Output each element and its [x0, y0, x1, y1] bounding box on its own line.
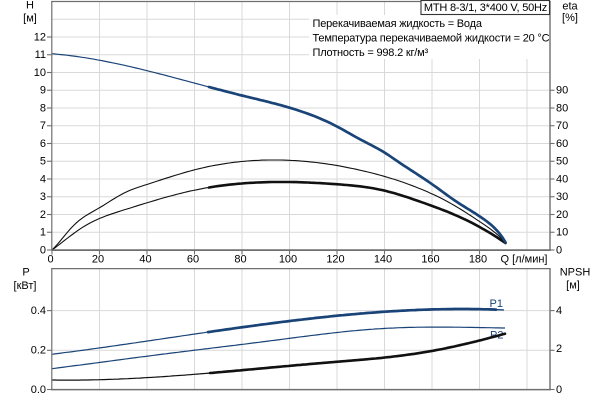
svg-text:4: 4 — [556, 305, 562, 317]
svg-text:Температура перекачиваемой жид: Температура перекачиваемой жидкости = 20… — [313, 33, 550, 45]
svg-text:[м]: [м] — [566, 280, 580, 292]
svg-text:[%]: [%] — [562, 12, 578, 24]
svg-text:[м]: [м] — [23, 13, 37, 25]
svg-text:0: 0 — [40, 244, 46, 256]
svg-text:Плотность = 998.2 кг/м³: Плотность = 998.2 кг/м³ — [313, 47, 429, 59]
svg-text:[кВт]: [кВт] — [14, 280, 37, 292]
svg-text:10: 10 — [556, 227, 568, 239]
svg-text:60: 60 — [187, 254, 199, 266]
svg-text:20: 20 — [556, 209, 568, 221]
svg-text:11: 11 — [35, 49, 46, 61]
svg-text:4: 4 — [40, 173, 46, 185]
svg-text:140: 140 — [374, 254, 392, 266]
svg-text:eta: eta — [562, 1, 578, 13]
svg-text:80: 80 — [234, 254, 246, 266]
svg-text:120: 120 — [326, 254, 344, 266]
svg-text:7: 7 — [40, 120, 46, 132]
svg-text:12: 12 — [34, 31, 46, 43]
svg-text:Перекачиваемая жидкость = Вода: Перекачиваемая жидкость = Вода — [313, 18, 483, 30]
svg-text:40: 40 — [556, 173, 568, 185]
svg-text:3: 3 — [40, 191, 46, 203]
svg-text:2: 2 — [556, 343, 562, 355]
svg-text:Q [л/мин]: Q [л/мин] — [501, 254, 548, 266]
svg-text:50: 50 — [556, 156, 568, 168]
svg-text:160: 160 — [421, 254, 439, 266]
svg-text:20: 20 — [92, 254, 104, 266]
svg-text:80: 80 — [556, 102, 568, 114]
svg-text:P1: P1 — [490, 298, 503, 310]
svg-text:30: 30 — [556, 191, 568, 203]
svg-text:0: 0 — [47, 254, 53, 266]
svg-text:H: H — [26, 0, 34, 12]
svg-text:1: 1 — [40, 227, 46, 239]
svg-text:0: 0 — [556, 244, 562, 256]
svg-text:40: 40 — [139, 254, 151, 266]
svg-text:0.0: 0.0 — [31, 384, 46, 396]
svg-text:NPSH: NPSH — [560, 267, 591, 279]
svg-text:0.4: 0.4 — [31, 305, 46, 317]
svg-text:180: 180 — [469, 254, 487, 266]
svg-text:0: 0 — [556, 384, 562, 396]
svg-text:P: P — [22, 267, 29, 279]
svg-text:5: 5 — [40, 156, 46, 168]
svg-text:0.2: 0.2 — [31, 345, 46, 357]
svg-text:90: 90 — [556, 85, 568, 97]
svg-text:9: 9 — [40, 85, 46, 97]
svg-text:10: 10 — [34, 67, 46, 79]
svg-text:70: 70 — [556, 120, 568, 132]
svg-text:100: 100 — [279, 254, 297, 266]
svg-text:60: 60 — [556, 138, 568, 150]
svg-text:8: 8 — [40, 102, 46, 114]
svg-text:MTH 8-3/1, 3*400 V, 50Hz: MTH 8-3/1, 3*400 V, 50Hz — [424, 2, 547, 14]
svg-text:6: 6 — [40, 138, 46, 150]
svg-text:2: 2 — [40, 209, 46, 221]
